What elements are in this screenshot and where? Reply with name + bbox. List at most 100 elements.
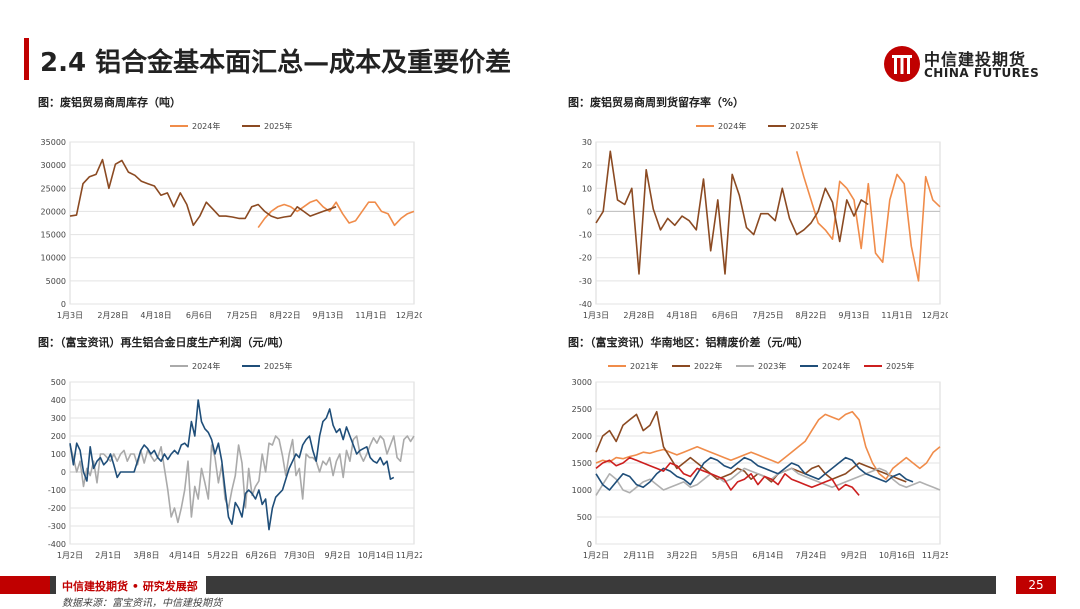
chart4-title: 图：（富宝资讯）华南地区：铝精废价差（元/吨） bbox=[568, 336, 809, 349]
c4-series-line-2 bbox=[595, 467, 941, 496]
c2-ytick-label: -30 bbox=[579, 277, 592, 286]
c2-ytick-label: -10 bbox=[579, 231, 592, 240]
c4-ytick-label: 0 bbox=[587, 540, 592, 549]
c3-ytick-label: 300 bbox=[51, 414, 66, 423]
c3-legend-label-0: 2024年 bbox=[192, 361, 220, 371]
c4-ytick-label: 500 bbox=[577, 513, 592, 522]
c2-ytick-label: 10 bbox=[582, 184, 592, 193]
c4-legend-label-2: 2023年 bbox=[758, 361, 786, 371]
c4-legend-label-4: 2025年 bbox=[886, 361, 914, 371]
c2-plot-area bbox=[595, 141, 941, 305]
chart-production-profit: -400 -300 -200 -100 0 100 200 300 400 500 1月2日 2月1日… bbox=[30, 354, 422, 566]
c1-xtick-label: 7月25日 bbox=[226, 311, 257, 320]
c2-ytick-label: -20 bbox=[579, 254, 592, 263]
c4-xtick-label: 5月5日 bbox=[712, 551, 738, 560]
chart1-title: 图：废铝贸易商周库存（吨） bbox=[38, 96, 181, 109]
c3-xtick-label: 6月26日 bbox=[245, 551, 276, 560]
c2-svg: -40 -30 -20 -10 0 10 20 30 1月3日 2月28日 4月18日 6月6日 7月2… bbox=[579, 121, 948, 320]
footer-label-bg bbox=[56, 576, 206, 594]
c2-xtick-label: 7月25日 bbox=[752, 311, 783, 320]
c3-ytick-label: 500 bbox=[51, 378, 66, 387]
c1-legend-label-1: 2025年 bbox=[264, 121, 292, 131]
c4-legend-label-1: 2022年 bbox=[694, 361, 722, 371]
c4-xtick-label: 2月11日 bbox=[623, 551, 654, 560]
c2-xtick-label: 2月28日 bbox=[623, 311, 654, 320]
c2-ytick-label: 30 bbox=[582, 138, 592, 147]
c1-xtick-label: 2月28日 bbox=[97, 311, 128, 320]
c1-legend-label-0: 2024年 bbox=[192, 121, 220, 131]
c4-ytick-label: 2000 bbox=[572, 432, 592, 441]
c3-xtick-label: 4月14日 bbox=[169, 551, 200, 560]
c2-series-line-0 bbox=[795, 151, 941, 282]
c3-xtick-label: 9月2日 bbox=[324, 551, 350, 560]
c3-ytick-label: 200 bbox=[51, 432, 66, 441]
c2-ytick-label: -40 bbox=[579, 300, 592, 309]
c4-ytick-label: 2500 bbox=[572, 405, 592, 414]
c4-xtick-label: 3月22日 bbox=[666, 551, 697, 560]
c2-xtick-label: 12月20日 bbox=[922, 311, 948, 320]
c4-series-line-0 bbox=[595, 410, 941, 480]
c1-plot-area bbox=[69, 141, 415, 305]
c3-ytick-label: 0 bbox=[61, 468, 66, 477]
c4-xtick-label: 10月16日 bbox=[879, 551, 915, 560]
c3-xtick-label: 7月30日 bbox=[284, 551, 315, 560]
c2-ytick-label: 20 bbox=[582, 161, 592, 170]
c4-ytick-label: 3000 bbox=[572, 378, 592, 387]
c1-xtick-label: 6月6日 bbox=[186, 311, 212, 320]
c1-ytick-label: 30000 bbox=[41, 161, 66, 170]
c3-ytick-label: -100 bbox=[48, 486, 66, 495]
c2-xtick-label: 11月1日 bbox=[881, 311, 912, 320]
c1-xtick-label: 4月18日 bbox=[140, 311, 171, 320]
page-title: 2.4 铝合金基本面汇总—成本及重要价差 bbox=[40, 48, 512, 78]
c4-series-line-1 bbox=[595, 410, 907, 483]
c1-ytick-label: 35000 bbox=[41, 138, 66, 147]
c1-ytick-label: 0 bbox=[61, 300, 66, 309]
c2-xtick-label: 1月3日 bbox=[583, 311, 609, 320]
c1-xtick-label: 9月13日 bbox=[312, 311, 343, 320]
c1-ytick-label: 25000 bbox=[41, 184, 66, 193]
c1-xtick-label: 1月3日 bbox=[57, 311, 83, 320]
c4-xtick-label: 1月2日 bbox=[583, 551, 609, 560]
c4-legend-label-3: 2024年 bbox=[822, 361, 850, 371]
c1-xtick-label: 8月22日 bbox=[269, 311, 300, 320]
c4-xtick-label: 6月14日 bbox=[752, 551, 783, 560]
logo-english-name: CHINA FUTURES bbox=[924, 66, 1040, 80]
company-logo: 中信建投期货 CHINA FUTURES bbox=[884, 46, 1044, 86]
footer-accent bbox=[0, 576, 50, 594]
chart-retention-rate: -40 -30 -20 -10 0 10 20 30 1月3日 2月28日 4月18日 6月6日 7月2… bbox=[556, 114, 948, 326]
c3-xtick-label: 11月22日 bbox=[396, 551, 422, 560]
c3-xtick-label: 5月22日 bbox=[207, 551, 238, 560]
chart3-title: 图：（富宝资讯）再生铝合金日度生产利润（元/吨） bbox=[38, 336, 290, 349]
c1-xtick-label: 12月20日 bbox=[396, 311, 422, 320]
c1-xtick-label: 11月1日 bbox=[355, 311, 386, 320]
c3-svg: -400 -300 -200 -100 0 100 200 300 400 500 1月2日 2月1日… bbox=[48, 361, 422, 560]
chart-inventory: 0 5000 10000 15000 20000 25000 30000 35000 1月3日 2… bbox=[30, 114, 422, 326]
c2-legend-label-1: 2025年 bbox=[790, 121, 818, 131]
c3-ytick-label: -200 bbox=[48, 504, 66, 513]
page-number: 25 bbox=[1016, 576, 1056, 594]
title-accent-bar bbox=[24, 38, 29, 80]
c3-xtick-label: 1月2日 bbox=[57, 551, 83, 560]
c4-ytick-label: 1500 bbox=[572, 459, 592, 468]
data-source: 数据来源：富宝资讯，中信建投期货 bbox=[62, 598, 222, 609]
c1-series-line-0 bbox=[257, 199, 415, 229]
c3-ytick-label: -400 bbox=[48, 540, 66, 549]
c3-legend-label-1: 2025年 bbox=[264, 361, 292, 371]
c3-xtick-label: 3月8日 bbox=[133, 551, 159, 560]
c1-svg: 0 5000 10000 15000 20000 25000 30000 35000 1月3日 2… bbox=[41, 121, 422, 320]
chart-price-spread: 0 500 1000 1500 2000 2500 3000 1月2日 2月11日 3月22日 5月… bbox=[556, 354, 948, 566]
c3-ytick-label: -300 bbox=[48, 522, 66, 531]
c2-xtick-label: 6月6日 bbox=[712, 311, 738, 320]
footer-label: 中信建投期货 • 研究发展部 bbox=[62, 580, 198, 593]
c4-legend-label-0: 2021年 bbox=[630, 361, 658, 371]
c3-series-line-0 bbox=[69, 435, 415, 524]
c3-xtick-label: 10月14日 bbox=[358, 551, 394, 560]
c4-ytick-label: 1000 bbox=[572, 486, 592, 495]
c4-svg: 0 500 1000 1500 2000 2500 3000 1月2日 2月11日 3月22日 5月… bbox=[572, 361, 948, 560]
logo-emblem-icon bbox=[884, 46, 920, 82]
chart2-title: 图：废铝贸易商周到货留存率（%） bbox=[568, 96, 745, 109]
c3-ytick-label: 400 bbox=[51, 396, 66, 405]
c3-series-line-1 bbox=[69, 399, 395, 531]
c4-series-line-3 bbox=[595, 456, 914, 491]
c2-legend-label-0: 2024年 bbox=[718, 121, 746, 131]
